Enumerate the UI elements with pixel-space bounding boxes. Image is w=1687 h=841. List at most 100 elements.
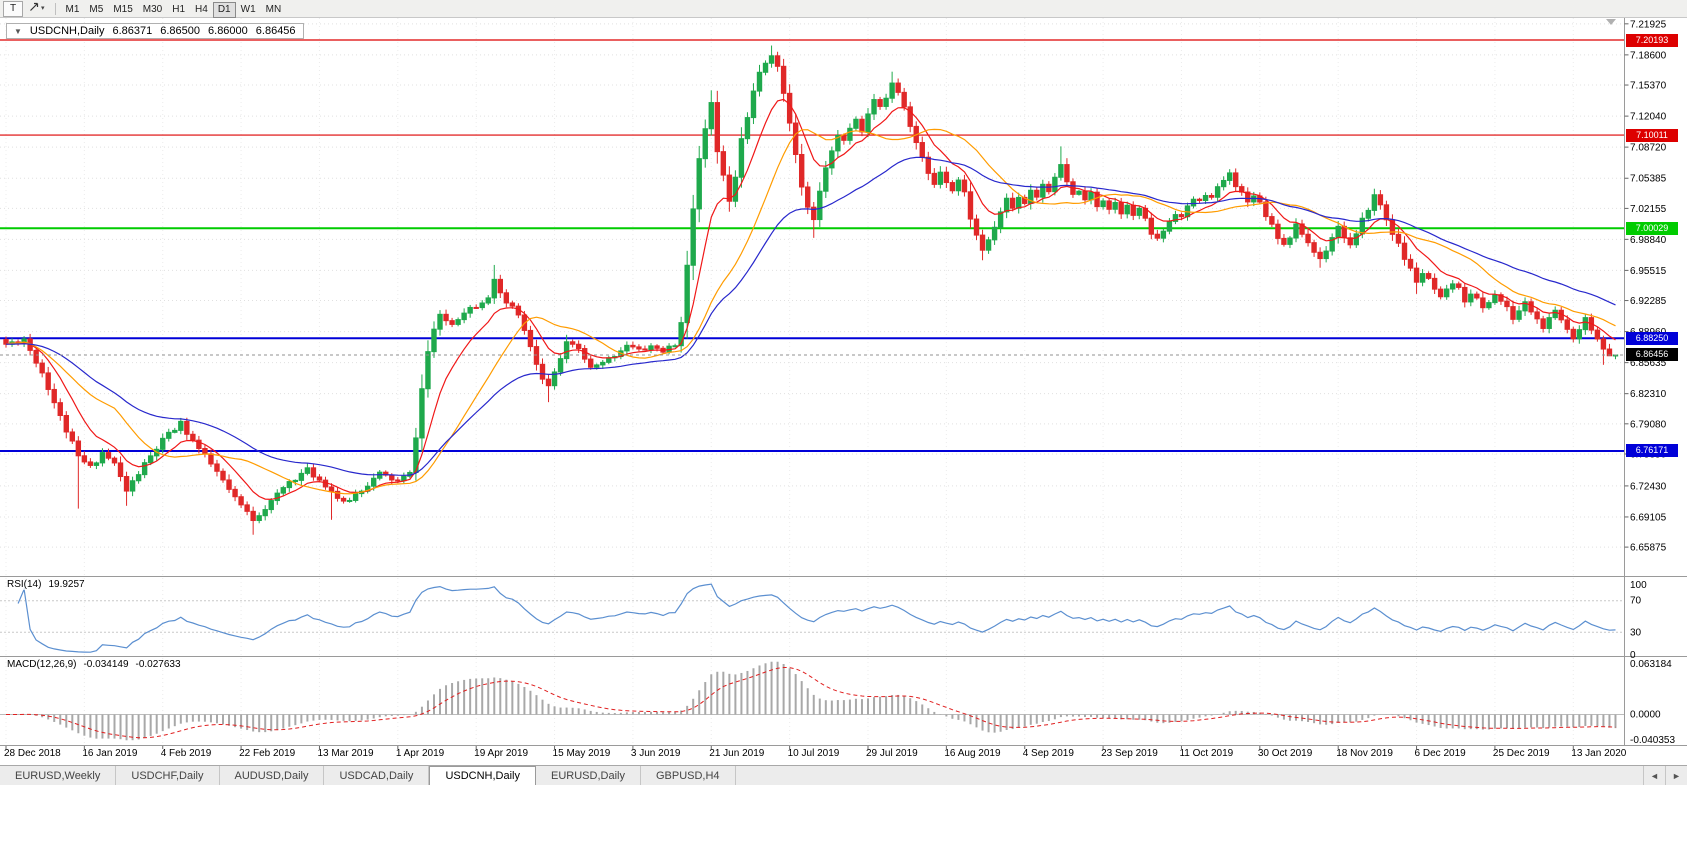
toolbar-separator <box>54 2 56 15</box>
timeframe-button-d1[interactable]: D1 <box>212 1 236 18</box>
collapse-arrow-icon[interactable]: ▼ <box>14 26 22 36</box>
symbol-timeframe-label: USDCNH,Daily <box>29 25 105 37</box>
ma-line-slow-blue <box>5 156 1616 476</box>
macd-name: MACD(12,26,9) <box>7 659 77 670</box>
text-tool-button[interactable]: T <box>3 0 23 17</box>
price-tick-label: 7.12040 <box>1630 112 1667 123</box>
chart-tabs: EURUSD,Weekly USDCHF,Daily AUDUSD,Daily USD… <box>0 766 736 785</box>
timeframe-button-m15[interactable]: M15 <box>108 2 137 18</box>
candles-layer <box>3 45 1619 535</box>
date-tick-label: 4 Feb 2019 <box>161 748 212 759</box>
macd-signal-line <box>6 666 1616 739</box>
chart-tab-usdchf-daily[interactable]: USDCHF,Daily <box>116 766 220 785</box>
date-tick-label: 4 Sep 2019 <box>1023 748 1075 759</box>
date-tick-label: 13 Jan 2020 <box>1571 748 1626 759</box>
drawing-tools-button[interactable]: ▾ <box>24 1 50 17</box>
rsi-value: 19.9257 <box>48 579 85 590</box>
chart-tab-gbpusd-h4[interactable]: GBPUSD,H4 <box>641 766 736 785</box>
date-tick-label: 29 Jul 2019 <box>866 748 918 759</box>
date-tick-label: 6 Dec 2019 <box>1415 748 1467 759</box>
price-axis[interactable]: 7.21925 7.18600 7.15370 7.12040 7.08720 7.053… <box>1624 19 1667 554</box>
price-tick-label: 6.65875 <box>1630 543 1667 554</box>
horizontal-level-lines[interactable] <box>0 39 1625 452</box>
timeframe-button-m30[interactable]: M30 <box>138 2 167 18</box>
timeframe-button-w1[interactable]: W1 <box>236 2 261 18</box>
date-tick-label: 1 Apr 2019 <box>396 748 445 759</box>
tab-scroll-buttons: ◄ ► <box>1643 766 1687 785</box>
timeframe-button-mn[interactable]: MN <box>261 2 287 18</box>
tab-scroll-left-button[interactable]: ◄ <box>1643 766 1665 785</box>
macd-signal-value: -0.027633 <box>135 659 181 670</box>
price-tick-label: 6.98840 <box>1630 235 1667 246</box>
rsi-tick-label: 0 <box>1630 650 1636 661</box>
macd-tick-label: 0.063184 <box>1630 659 1672 670</box>
arrow-tool-icon <box>29 1 40 16</box>
rsi-name: RSI(14) <box>7 579 42 590</box>
low-value: 6.86000 <box>208 25 248 37</box>
price-tick-label: 7.02155 <box>1630 204 1667 215</box>
timeframe-button-group: M1 M5 M15 M30 H1 H4 D1 W1 MN <box>61 0 287 18</box>
price-tick-label: 7.08720 <box>1630 143 1667 154</box>
date-tick-label: 22 Feb 2019 <box>239 748 296 759</box>
rsi-tick-label: 30 <box>1630 627 1642 638</box>
chart-tab-bar: EURUSD,Weekly USDCHF,Daily AUDUSD,Daily USD… <box>0 765 1687 785</box>
rsi-tick-label: 70 <box>1630 596 1642 607</box>
rsi-line <box>17 583 1616 653</box>
date-tick-label: 23 Sep 2019 <box>1101 748 1158 759</box>
price-tick-label: 7.15370 <box>1630 81 1667 92</box>
ma-line-fast-red <box>5 98 1616 501</box>
date-tick-label: 25 Dec 2019 <box>1493 748 1550 759</box>
chart-tab-audusd-daily[interactable]: AUDUSD,Daily <box>220 766 325 785</box>
price-tick-label: 6.92285 <box>1630 296 1667 307</box>
tab-scroll-right-button[interactable]: ► <box>1665 766 1687 785</box>
price-tick-label: 6.85635 <box>1630 358 1667 369</box>
date-tick-label: 10 Jul 2019 <box>788 748 840 759</box>
date-tick-label: 16 Jan 2019 <box>82 748 137 759</box>
date-tick-label: 3 Jun 2019 <box>631 748 681 759</box>
date-tick-label: 18 Nov 2019 <box>1336 748 1393 759</box>
date-tick-label: 15 May 2019 <box>553 748 611 759</box>
date-tick-label: 30 Oct 2019 <box>1258 748 1313 759</box>
price-tick-label: 6.79080 <box>1630 419 1667 430</box>
rsi-indicator-label: RSI(14) 19.9257 <box>7 579 85 590</box>
chart-tab-eurusd-weekly[interactable]: EURUSD,Weekly <box>0 766 117 785</box>
toolbar: T ▾ M1 M5 M15 M30 H1 H4 D1 W1 MN <box>0 0 1687 18</box>
chart-canvas[interactable]: 7.21925 7.18600 7.15370 7.12040 7.08720 7.053… <box>0 18 1687 764</box>
macd-main-value: -0.034149 <box>83 659 129 670</box>
ma-line-medium-orange <box>5 128 1616 495</box>
close-value: 6.86456 <box>255 25 296 37</box>
timeframe-button-h4[interactable]: H4 <box>190 2 213 18</box>
date-tick-label: 13 Mar 2019 <box>317 748 374 759</box>
chevron-down-icon: ▾ <box>41 5 45 12</box>
grid-layer <box>0 18 1625 745</box>
date-tick-label: 21 Jun 2019 <box>709 748 764 759</box>
high-value: 6.86500 <box>160 25 201 37</box>
date-tick-label: 16 Aug 2019 <box>944 748 1001 759</box>
timeframe-button-m5[interactable]: M5 <box>84 2 108 18</box>
price-tick-label: 6.75850 <box>1630 449 1667 460</box>
chart-tab-usdcad-daily[interactable]: USDCAD,Daily <box>324 766 430 785</box>
date-tick-label: 28 Dec 2018 <box>4 748 61 759</box>
macd-indicator-label: MACD(12,26,9) -0.034149 -0.027633 <box>7 659 181 670</box>
timeframe-button-h1[interactable]: H1 <box>167 2 190 18</box>
macd-tick-label: -0.040353 <box>1630 735 1675 746</box>
open-value: 6.86371 <box>112 25 153 37</box>
price-tick-label: 7.18600 <box>1630 50 1667 61</box>
rsi-tick-label: 100 <box>1630 580 1647 591</box>
price-tick-label: 6.88960 <box>1630 327 1667 338</box>
price-tick-label: 6.72430 <box>1630 481 1667 492</box>
chart-shift-marker[interactable] <box>1606 19 1616 25</box>
date-axis[interactable]: 28 Dec 2018 16 Jan 2019 4 Feb 2019 22 Feb 2… <box>4 746 1627 759</box>
price-tick-label: 6.95515 <box>1630 266 1667 277</box>
price-tick-label: 6.69105 <box>1630 512 1667 523</box>
chart-ohlc-title: ▼ USDCNH,Daily 6.86371 6.86500 6.86000 6… <box>6 23 304 39</box>
chart-window: 7.21925 7.18600 7.15370 7.12040 7.08720 7.053… <box>0 18 1687 764</box>
chart-tab-usdcnh-daily[interactable]: USDCNH,Daily <box>429 766 536 785</box>
price-tick-label: 7.05385 <box>1630 174 1667 185</box>
timeframe-button-m1[interactable]: M1 <box>61 2 85 18</box>
chart-tab-eurusd-daily[interactable]: EURUSD,Daily <box>536 766 641 785</box>
date-tick-label: 11 Oct 2019 <box>1179 748 1233 759</box>
macd-tick-label: 0.0000 <box>1630 710 1661 721</box>
price-tick-label: 7.21925 <box>1630 19 1667 30</box>
